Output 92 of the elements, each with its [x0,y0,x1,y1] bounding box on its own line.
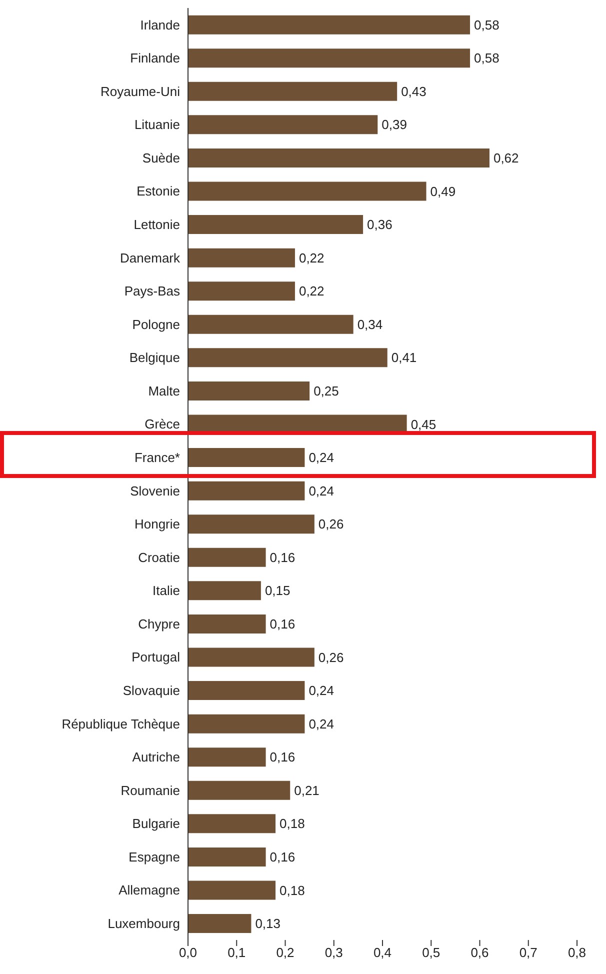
data-label: 0,49 [430,184,456,199]
bar [188,215,364,234]
data-label: 0,24 [308,683,334,698]
data-label: 0,58 [474,17,500,32]
y-tick-label: Pays-Bas [124,284,180,299]
y-tick-label: Estonie [136,184,180,199]
bar [188,282,295,301]
data-label: 0,16 [270,616,296,632]
bar [188,880,276,900]
x-tick-label: 0,3 [324,945,343,960]
bar [188,914,252,934]
x-tick-label: 0,4 [373,945,392,960]
bar [188,814,276,834]
y-tick-label: Allemagne [118,882,180,898]
data-label: 0,36 [367,217,392,232]
bar [188,748,266,767]
bar [188,148,490,168]
bar [188,514,314,534]
data-label: 0,24 [308,716,334,732]
data-label: 0,16 [270,849,296,864]
data-label: 0,15 [264,583,290,598]
bar [188,182,426,201]
y-tick-label: Bulgarie [132,816,180,832]
y-tick-label: Royaume-Uni [100,84,180,99]
bar [188,581,261,600]
data-label: 0,16 [270,550,296,565]
data-label: 0,39 [382,117,407,132]
x-tick-label: 0,2 [276,945,294,960]
data-label: 0,45 [410,416,436,432]
y-tick-label: Lettonie [134,216,180,232]
bar [188,448,305,468]
x-tick-label: 0,8 [568,945,586,960]
x-tick-label: 0,1 [228,945,246,960]
y-tick-label: Slovenie [130,483,180,498]
y-tick-label: République Tchèque [62,716,180,732]
data-label: 0,41 [391,350,417,366]
y-tick-label: Croatie [138,550,180,565]
y-tick-label: Hongrie [134,516,180,532]
bar [188,548,266,567]
y-tick-label: Irlande [140,17,180,32]
bar [188,714,305,734]
data-label: 0,18 [280,816,305,832]
bar [188,681,305,700]
data-label: 0,62 [493,150,519,166]
y-tick-label: Belgique [129,350,180,366]
y-tick-label: Grèce [144,416,180,432]
x-tick-label: 0,0 [178,945,198,960]
data-label: 0,26 [318,650,344,665]
data-label: 0,24 [308,450,334,466]
bar [188,481,305,500]
y-tick-label: Luxembourg [108,916,180,931]
bar [188,381,310,400]
bar [188,48,470,68]
data-label: 0,18 [280,882,305,898]
data-label: 0,25 [314,383,339,398]
data-label: 0,26 [318,516,344,532]
y-tick-label: Lituanie [134,117,180,132]
x-tick-label: 0,6 [470,945,489,960]
bar [188,314,354,334]
y-tick-label: Danemark [120,250,180,266]
bar [188,648,314,667]
y-tick-label: France* [134,450,180,465]
x-tick-label: 0,7 [519,945,538,960]
y-tick-label: Finlande [130,50,180,66]
bar [188,82,398,101]
y-tick-label: Espagne [128,849,180,864]
data-label: 0,24 [308,483,334,498]
y-tick-label: Autriche [132,750,180,765]
data-label: 0,43 [401,84,426,99]
y-tick-label: Suède [142,150,180,166]
data-label: 0,34 [357,316,383,332]
data-label: 0,58 [474,50,500,66]
y-tick-label: Pologne [132,316,180,332]
data-label: 0,16 [270,750,296,765]
bar [188,15,470,34]
y-tick-label: Roumanie [120,782,180,798]
data-label: 0,13 [255,916,281,932]
data-label: 0,22 [298,250,324,266]
bar [188,248,295,268]
y-tick-label: Portugal [132,650,180,665]
x-tick-label: 0,5 [422,945,440,960]
data-label: 0,22 [298,284,324,299]
bar [188,348,388,368]
bar [188,847,266,866]
bar [188,780,290,800]
y-tick-label: Italie [152,583,180,598]
y-tick-label: Chypre [138,616,180,632]
y-tick-label: Malte [148,383,180,398]
bar [188,115,378,134]
data-label: 0,21 [294,782,320,798]
bar [188,614,266,634]
y-tick-label: Slovaquie [122,682,180,698]
